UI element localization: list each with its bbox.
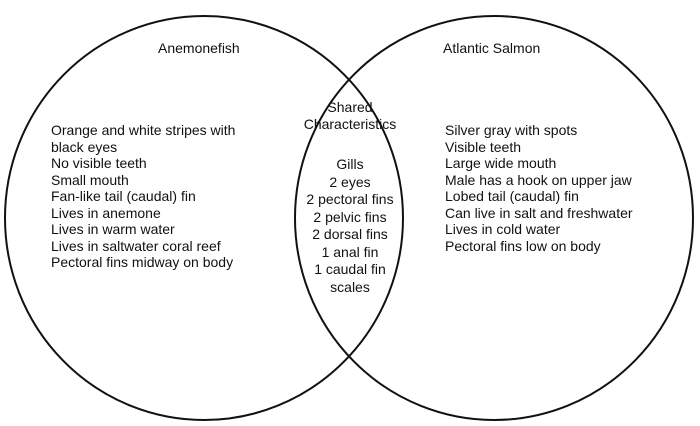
- atlantic-salmon-trait: Can live in salt and freshwater: [445, 204, 633, 221]
- shared-trait: 2 pectoral fins: [306, 191, 394, 207]
- atlantic-salmon-trait: Lobed tail (caudal) fin: [445, 188, 579, 204]
- shared-trait: scales: [330, 278, 370, 295]
- anemonefish-trait: Fan-like tail (caudal) fin: [51, 188, 196, 204]
- shared-trait: Gills: [336, 156, 364, 172]
- shared-trait: 2 eyes: [329, 173, 371, 190]
- shared-traits-list: Gills 2 eyes 2 pectoral fins 2 pelvic fi…: [293, 156, 407, 296]
- shared-trait: 2 pelvic fins: [313, 208, 387, 225]
- anemonefish-traits-list: Orange and white stripes with black eyes…: [51, 122, 247, 271]
- anemonefish-trait: Small mouth: [51, 171, 129, 188]
- anemonefish-trait: Orange and white stripes with black eyes: [51, 122, 236, 155]
- atlantic-salmon-trait: Visible teeth: [445, 138, 522, 155]
- atlantic-salmon-title: Atlantic Salmon: [443, 40, 541, 56]
- atlantic-salmon-trait: Male has a hook on upper jaw: [445, 171, 632, 188]
- anemonefish-circle: [4, 15, 404, 421]
- anemonefish-trait: No visible teeth: [51, 155, 147, 171]
- atlantic-salmon-circle: [294, 15, 694, 421]
- atlantic-salmon-trait: Pectoral fins low on body: [445, 237, 601, 254]
- anemonefish-trait: Lives in anemone: [51, 204, 161, 221]
- anemonefish-title: Anemonefish: [158, 40, 240, 56]
- atlantic-salmon-trait: Silver gray with spots: [445, 122, 578, 138]
- shared-trait: 1 anal fin: [321, 243, 379, 260]
- shared-trait: 1 caudal fin: [314, 261, 386, 277]
- shared-characteristics-title: Shared Characteristics: [303, 99, 397, 132]
- anemonefish-trait: Lives in saltwater coral reef: [51, 237, 221, 254]
- shared-trait: 2 dorsal fins: [312, 226, 388, 242]
- anemonefish-trait: Lives in warm water: [51, 221, 175, 237]
- atlantic-salmon-traits-list: Silver gray with spots Visible teeth Lar…: [445, 122, 633, 254]
- anemonefish-trait: Pectoral fins midway on body: [51, 254, 234, 270]
- atlantic-salmon-trait: Large wide mouth: [445, 155, 557, 171]
- atlantic-salmon-trait: Lives in cold water: [445, 221, 561, 237]
